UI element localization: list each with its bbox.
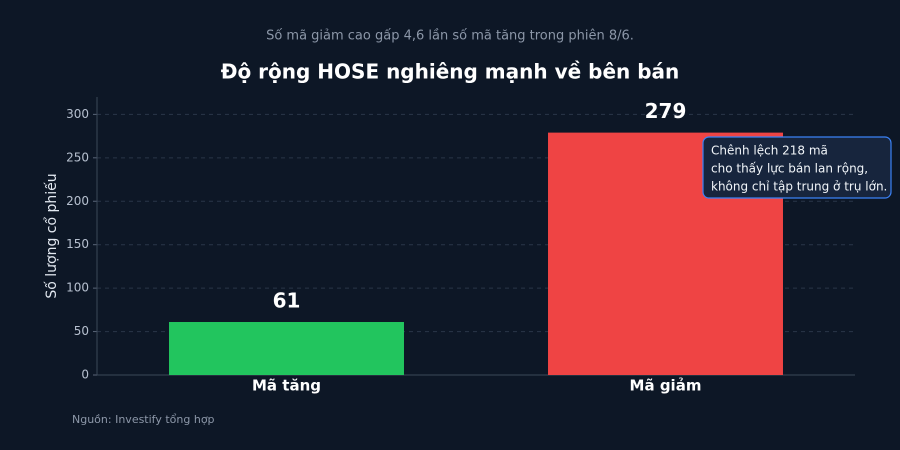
y-tick-label: 200 — [66, 194, 89, 208]
y-axis-label: Số lượng cổ phiếu — [43, 173, 60, 298]
annotation-text: Chênh lệch 218 mã — [711, 144, 828, 158]
value-label: 61 — [273, 289, 301, 313]
x-tick-label: Mã tăng — [252, 377, 321, 395]
x-tick-label: Mã giảm — [630, 377, 702, 395]
source: Nguồn: Investify tổng hợp — [72, 413, 215, 426]
y-tick-label: 250 — [66, 150, 89, 164]
annotation-text: không chỉ tập trung ở trụ lớn. — [711, 180, 887, 194]
annotation-text: cho thấy lực bán lan rộng, — [711, 162, 868, 176]
annotation-box — [702, 136, 892, 199]
y-tick-label: 0 — [81, 368, 89, 382]
value-label: 279 — [645, 99, 687, 123]
chart-title: Độ rộng HOSE nghiêng mạnh về bên bán — [221, 60, 680, 84]
y-tick-label: 50 — [74, 324, 89, 338]
y-tick-label: 100 — [66, 281, 89, 295]
y-tick-label: 150 — [66, 237, 89, 251]
bar — [169, 322, 404, 375]
y-tick-label: 300 — [66, 107, 89, 121]
chart-subtitle: Số mã giảm cao gấp 4,6 lần số mã tăng tr… — [266, 29, 634, 44]
